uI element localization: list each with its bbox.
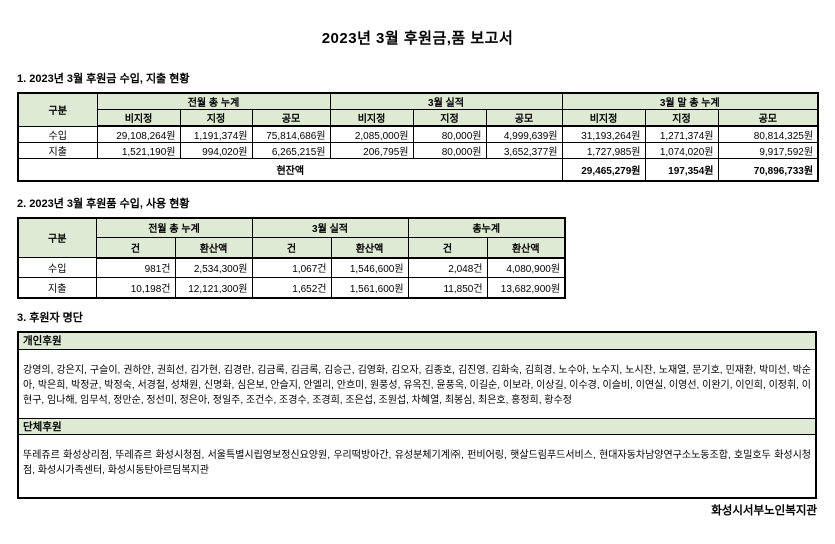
table-cell: 80,000원 [412, 125, 487, 143]
sub-header-count: 건 [95, 237, 176, 259]
donor-list-box: 개인후원 강영의, 강은지, 구슬이, 권하얀, 권희선, 김가현, 김경란, … [17, 330, 817, 499]
group-header-row: 구분 전월 총 누계 3월 실적 3월 말 총 누계 [17, 92, 819, 127]
group-header-prev-total: 전월 총 누계 [95, 217, 253, 238]
table-cell: 2,048건 [407, 257, 488, 278]
table-cell: 206,795원 [329, 142, 414, 159]
table-cell: 1,271,374원 [644, 125, 719, 143]
donation-money-table: 구분 전월 총 누계 3월 실적 3월 말 총 누계 비지정 지정 공모 비지정… [17, 92, 820, 182]
balance-value: 29,465,279원 [561, 158, 646, 181]
group-header-march-actual: 3월 실적 [251, 217, 409, 238]
sub-header-undesignated: 비지정 [561, 109, 646, 127]
group-header-march-actual: 3월 실적 [329, 92, 563, 110]
balance-label: 현잔액 [17, 158, 563, 181]
table-cell: 3,652,377원 [485, 142, 563, 159]
table-cell: 1,191,374원 [179, 125, 253, 143]
sub-header-row: 건 환산액 건 환산액 건 환산액 [18, 237, 566, 259]
table-cell: 29,108,264원 [96, 125, 181, 143]
income-row: 수입 981건 2,534,300원 1,067건 1,546,600원 2,0… [17, 257, 566, 278]
table-cell: 6,265,215원 [251, 142, 331, 159]
table-cell: 13,682,900원 [486, 277, 566, 298]
balance-value: 197,354원 [644, 158, 719, 181]
expense-row: 지출 1,521,190원 994,020원 6,265,215원 206,79… [17, 142, 819, 159]
sub-header-converted-amount: 환산액 [486, 237, 566, 259]
sub-header-converted-amount: 환산액 [174, 237, 253, 259]
table-cell: 994,020원 [179, 142, 253, 159]
table-cell: 1,521,190원 [96, 142, 181, 159]
table-cell: 2,534,300원 [174, 257, 253, 278]
table-cell: 31,193,264원 [561, 125, 646, 143]
sub-header-count: 건 [251, 237, 332, 259]
table-cell: 1,652건 [251, 277, 332, 298]
row-label-expense: 지출 [17, 277, 97, 298]
group-header-month-end-total: 3월 말 총 누계 [561, 92, 819, 110]
table-cell: 11,850건 [407, 277, 488, 298]
sub-header-public: 공모 [251, 109, 331, 127]
table-cell: 10,198건 [95, 277, 176, 298]
sub-header-converted-amount: 환산액 [330, 237, 409, 259]
table-cell: 1,074,020원 [644, 142, 719, 159]
table-cell: 12,121,300원 [174, 277, 253, 298]
col-header-gubun: 구분 [17, 92, 98, 127]
table-cell: 4,999,639원 [485, 125, 563, 143]
sub-header-designated: 지정 [412, 109, 487, 127]
expense-row: 지출 10,198건 12,121,300원 1,652건 1,561,600원… [17, 277, 566, 298]
group-header-grand-total: 총누계 [407, 217, 566, 238]
table-cell: 1,546,600원 [330, 257, 409, 278]
group-header-prev-total: 전월 총 누계 [96, 92, 331, 110]
income-row: 수입 29,108,264원 1,191,374원 75,814,686원 2,… [17, 125, 819, 143]
sub-header-undesignated: 비지정 [329, 109, 414, 127]
section3-heading: 3. 후원자 명단 [17, 311, 83, 324]
donation-goods-table: 구분 전월 총 누계 3월 실적 총누계 건 환산액 건 환산액 건 환산액 수… [17, 216, 567, 299]
table-cell: 2,085,000원 [329, 125, 414, 143]
table-cell: 9,917,592원 [717, 142, 819, 159]
individual-donors-list: 강영의, 강은지, 구슬이, 권하얀, 권희선, 김가현, 김경란, 김금록, … [23, 364, 811, 406]
table-cell: 1,561,600원 [330, 277, 409, 298]
group-donors-list: 뚜레쥬르 화성상리점, 뚜레쥬르 화성시청점, 서울특별시립영보정신요양원, 우… [23, 449, 811, 476]
section2-heading: 2. 2023년 3월 후원품 수입, 사용 현황 [17, 197, 190, 210]
table-cell: 981건 [95, 257, 176, 278]
table-cell: 80,000원 [412, 142, 487, 159]
sub-header-designated: 지정 [179, 109, 253, 127]
balance-value: 70,896,733원 [717, 158, 819, 181]
sub-header-count: 건 [407, 237, 488, 259]
group-header-row: 구분 전월 총 누계 3월 실적 총누계 [17, 217, 566, 258]
sub-header-public: 공모 [717, 109, 819, 127]
sub-header-public: 공모 [485, 109, 563, 127]
sub-header-undesignated: 비지정 [96, 109, 181, 127]
footer-org-name: 화성시서부노인복지관 [711, 504, 817, 517]
row-label-income: 수입 [17, 257, 97, 278]
section1-heading: 1. 2023년 3월 후원금 수입, 지출 현황 [17, 73, 190, 85]
table-cell: 75,814,686원 [251, 125, 331, 143]
table-cell: 1,727,985원 [561, 142, 646, 159]
table-cell: 4,080,900원 [486, 257, 566, 278]
balance-row: 현잔액 29,465,279원 197,354원 70,896,733원 [17, 158, 819, 181]
page-title: 2023년 3월 후원금,품 보고서 [321, 30, 514, 47]
sub-header-designated: 지정 [644, 109, 719, 127]
row-label-income: 수입 [17, 125, 98, 143]
sub-header-row: 비지정 지정 공모 비지정 지정 공모 비지정 지정 공모 [18, 109, 819, 127]
table-cell: 1,067건 [251, 257, 332, 278]
report-page: 2023년 3월 후원금,품 보고서 1. 2023년 3월 후원금 수입, 지… [0, 27, 835, 518]
individual-donors-header: 개인후원 [19, 332, 815, 350]
col-header-gubun: 구분 [17, 217, 97, 258]
table-cell: 80,814,325원 [717, 125, 819, 143]
row-label-expense: 지출 [17, 142, 98, 159]
group-donors-header: 단체후원 [19, 417, 815, 435]
